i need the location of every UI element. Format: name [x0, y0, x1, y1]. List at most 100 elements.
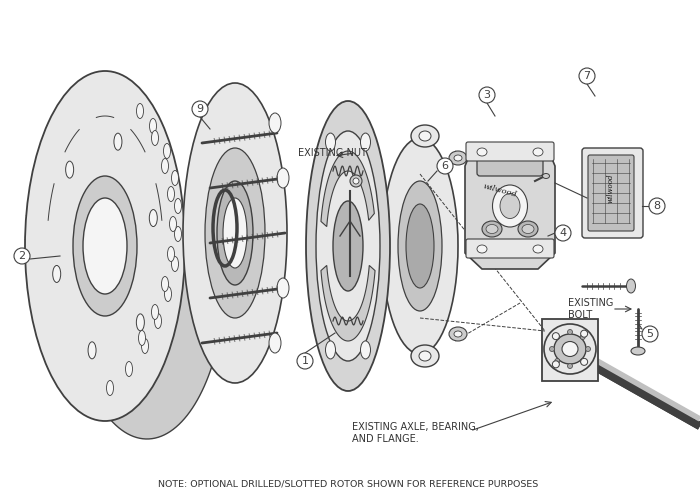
- Ellipse shape: [500, 193, 520, 218]
- Ellipse shape: [169, 216, 176, 231]
- Text: wilwood: wilwood: [607, 173, 615, 203]
- Ellipse shape: [631, 347, 645, 355]
- Ellipse shape: [486, 224, 498, 233]
- Ellipse shape: [411, 345, 439, 367]
- Ellipse shape: [162, 277, 169, 292]
- Text: 3: 3: [484, 90, 491, 100]
- Circle shape: [580, 359, 585, 364]
- Circle shape: [552, 361, 559, 368]
- Ellipse shape: [522, 224, 534, 233]
- Circle shape: [580, 330, 587, 337]
- Ellipse shape: [136, 314, 144, 331]
- Ellipse shape: [136, 104, 144, 119]
- Ellipse shape: [223, 198, 247, 268]
- Ellipse shape: [544, 324, 596, 374]
- Ellipse shape: [360, 341, 370, 359]
- FancyBboxPatch shape: [477, 150, 543, 176]
- Circle shape: [579, 68, 595, 84]
- Ellipse shape: [52, 266, 61, 283]
- Text: EXISTING NUT: EXISTING NUT: [298, 148, 367, 158]
- FancyBboxPatch shape: [588, 155, 634, 231]
- Ellipse shape: [141, 339, 148, 354]
- Text: 6: 6: [442, 161, 449, 171]
- Circle shape: [580, 358, 587, 365]
- Ellipse shape: [316, 131, 380, 361]
- Ellipse shape: [554, 334, 586, 364]
- Ellipse shape: [25, 71, 185, 421]
- Ellipse shape: [174, 226, 181, 241]
- Ellipse shape: [277, 168, 289, 188]
- Circle shape: [14, 248, 30, 264]
- Circle shape: [568, 364, 573, 369]
- Circle shape: [649, 198, 665, 214]
- Circle shape: [550, 347, 554, 352]
- Circle shape: [568, 330, 573, 335]
- Ellipse shape: [164, 287, 172, 302]
- Ellipse shape: [411, 125, 439, 147]
- Ellipse shape: [139, 331, 146, 346]
- Polygon shape: [465, 149, 555, 269]
- Ellipse shape: [151, 130, 158, 145]
- Ellipse shape: [518, 221, 538, 237]
- Circle shape: [555, 225, 571, 241]
- Ellipse shape: [164, 143, 171, 158]
- Circle shape: [585, 347, 591, 352]
- Ellipse shape: [477, 245, 487, 253]
- Ellipse shape: [88, 342, 96, 359]
- Circle shape: [552, 333, 559, 340]
- Ellipse shape: [125, 362, 132, 376]
- Ellipse shape: [217, 181, 253, 285]
- FancyBboxPatch shape: [466, 239, 554, 258]
- Ellipse shape: [562, 342, 578, 357]
- Ellipse shape: [114, 133, 122, 150]
- Text: wilwood: wilwood: [482, 183, 518, 199]
- Ellipse shape: [454, 331, 462, 337]
- Ellipse shape: [449, 151, 467, 165]
- Ellipse shape: [162, 158, 169, 173]
- Text: 2: 2: [18, 251, 26, 261]
- FancyBboxPatch shape: [582, 148, 643, 238]
- Ellipse shape: [398, 181, 442, 311]
- Text: 9: 9: [197, 104, 204, 114]
- Polygon shape: [542, 319, 598, 381]
- Ellipse shape: [360, 133, 370, 151]
- Ellipse shape: [533, 245, 543, 253]
- Text: NOTE: OPTIONAL DRILLED/SLOTTED ROTOR SHOWN FOR REFERENCE PURPOSES: NOTE: OPTIONAL DRILLED/SLOTTED ROTOR SHO…: [158, 479, 538, 488]
- Ellipse shape: [269, 333, 281, 353]
- Text: 1: 1: [302, 356, 309, 366]
- Ellipse shape: [151, 305, 158, 320]
- Polygon shape: [30, 246, 227, 439]
- Circle shape: [555, 335, 560, 340]
- Ellipse shape: [350, 175, 362, 187]
- Text: 4: 4: [559, 228, 566, 238]
- Circle shape: [479, 87, 495, 103]
- Ellipse shape: [277, 278, 289, 298]
- Ellipse shape: [477, 148, 487, 156]
- Ellipse shape: [106, 380, 113, 395]
- Ellipse shape: [167, 186, 174, 201]
- Circle shape: [437, 158, 453, 174]
- Text: EXISTING
BOLT: EXISTING BOLT: [568, 298, 613, 320]
- Ellipse shape: [83, 198, 127, 294]
- Circle shape: [297, 353, 313, 369]
- Ellipse shape: [326, 133, 335, 151]
- Ellipse shape: [333, 201, 363, 291]
- Ellipse shape: [73, 176, 137, 316]
- Ellipse shape: [167, 246, 174, 262]
- Polygon shape: [321, 266, 375, 341]
- Ellipse shape: [149, 209, 158, 226]
- Ellipse shape: [353, 178, 359, 184]
- Circle shape: [555, 359, 560, 364]
- Ellipse shape: [172, 257, 178, 272]
- Ellipse shape: [482, 221, 502, 237]
- Ellipse shape: [150, 119, 157, 133]
- Ellipse shape: [205, 148, 265, 318]
- Ellipse shape: [419, 131, 431, 141]
- Ellipse shape: [406, 204, 434, 288]
- Ellipse shape: [493, 185, 528, 227]
- Ellipse shape: [449, 327, 467, 341]
- Ellipse shape: [626, 279, 636, 293]
- Ellipse shape: [183, 83, 287, 383]
- Polygon shape: [321, 151, 374, 226]
- Ellipse shape: [419, 351, 431, 361]
